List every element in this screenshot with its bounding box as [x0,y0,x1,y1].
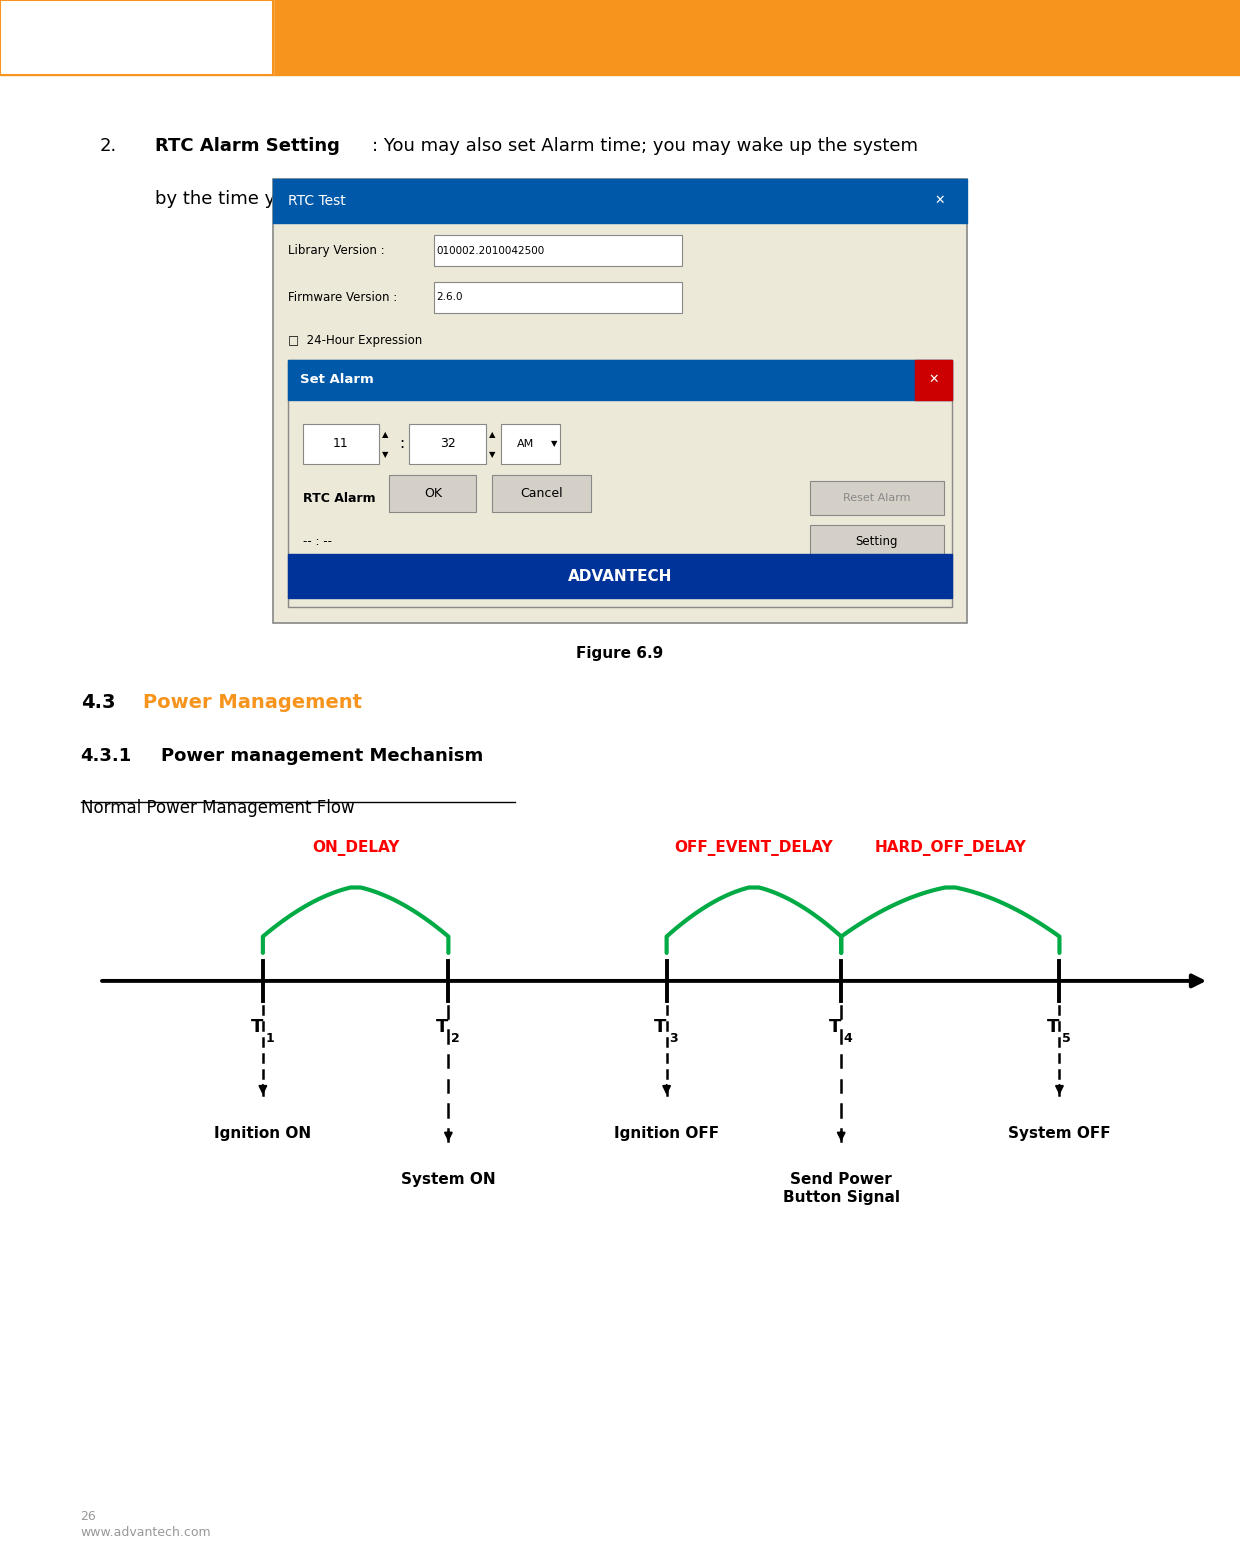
Text: ON_DELAY: ON_DELAY [312,841,399,856]
Text: System OFF: System OFF [1008,1126,1111,1141]
Bar [810,525,944,559]
Text: by the time you have set. Please refer to below figure 4.: by the time you have set. Please refer t… [155,190,665,209]
Text: ✕: ✕ [935,195,945,207]
Text: : You may also set Alarm time; you may wake up the system: : You may also set Alarm time; you may w… [372,137,918,156]
Bar [492,475,591,512]
Text: 3: 3 [670,1032,678,1045]
Text: Ignition ON: Ignition ON [215,1126,311,1141]
Text: ✕: ✕ [929,374,939,386]
Bar [288,360,952,607]
Bar [0,0,1240,75]
Text: 11: 11 [334,438,348,450]
Text: T: T [655,1018,667,1037]
Bar [273,179,967,623]
Text: RTC Alarm Setting: RTC Alarm Setting [155,137,340,156]
Text: ADVANTECH: ADVANTECH [568,568,672,584]
Text: □  24-Hour Expression: □ 24-Hour Expression [288,335,422,347]
Text: 5: 5 [1061,1032,1070,1045]
Text: 4.3: 4.3 [81,693,115,712]
Text: T: T [828,1018,841,1037]
Text: OFF_EVENT_DELAY: OFF_EVENT_DELAY [675,841,833,856]
Text: 2: 2 [451,1032,460,1045]
Bar [0,0,273,75]
Text: 2.: 2. [99,137,117,156]
Text: 1: 1 [265,1032,274,1045]
Text: ▲: ▲ [489,430,495,439]
Bar [389,475,476,512]
Text: Setting: Setting [856,536,898,548]
Text: Ignition OFF: Ignition OFF [614,1126,719,1141]
Bar [810,481,944,515]
Text: ▼: ▼ [382,450,388,459]
Text: Set Alarm: Set Alarm [300,374,373,386]
Bar [273,179,967,223]
Bar [303,424,379,464]
Text: 4.3.1: 4.3.1 [81,747,131,766]
Text: RTC Test: RTC Test [288,195,346,207]
Text: Cancel: Cancel [521,487,563,500]
Text: ▼: ▼ [551,439,557,448]
Text: -- : --: -- : -- [303,536,331,548]
Text: 26: 26 [81,1510,97,1523]
Text: OK: OK [424,487,441,500]
Text: Power management Mechanism: Power management Mechanism [161,747,484,766]
Text: 2.6.0: 2.6.0 [436,293,463,302]
Text: 010002.2010042500: 010002.2010042500 [436,246,544,255]
Text: Figure 6.9: Figure 6.9 [577,646,663,662]
Text: 4: 4 [843,1032,852,1045]
Text: System ON: System ON [401,1172,496,1188]
Bar [288,360,952,400]
Text: HARD_OFF_DELAY: HARD_OFF_DELAY [874,841,1027,856]
Text: Send Power
Button Signal: Send Power Button Signal [782,1172,900,1205]
Text: 32: 32 [440,438,455,450]
Bar [0,0,273,75]
Text: www.advantech.com: www.advantech.com [81,1526,211,1538]
Text: Firmware Version :: Firmware Version : [288,291,397,304]
Bar [288,554,952,598]
Text: Normal Power Management Flow: Normal Power Management Flow [81,799,355,817]
Bar [434,282,682,313]
Bar [501,424,560,464]
Text: T: T [436,1018,449,1037]
Bar [915,360,952,400]
Bar [434,235,682,266]
Text: AM: AM [517,439,534,448]
Text: Library Version :: Library Version : [288,244,384,257]
Text: T: T [250,1018,263,1037]
Text: T: T [1047,1018,1059,1037]
Text: :: : [399,436,404,452]
Text: RTC Alarm: RTC Alarm [303,492,376,504]
Text: ▲: ▲ [382,430,388,439]
Text: Reset Alarm: Reset Alarm [843,494,910,503]
Bar [409,424,486,464]
Text: Power Management: Power Management [143,693,362,712]
Text: ▼: ▼ [489,450,495,459]
